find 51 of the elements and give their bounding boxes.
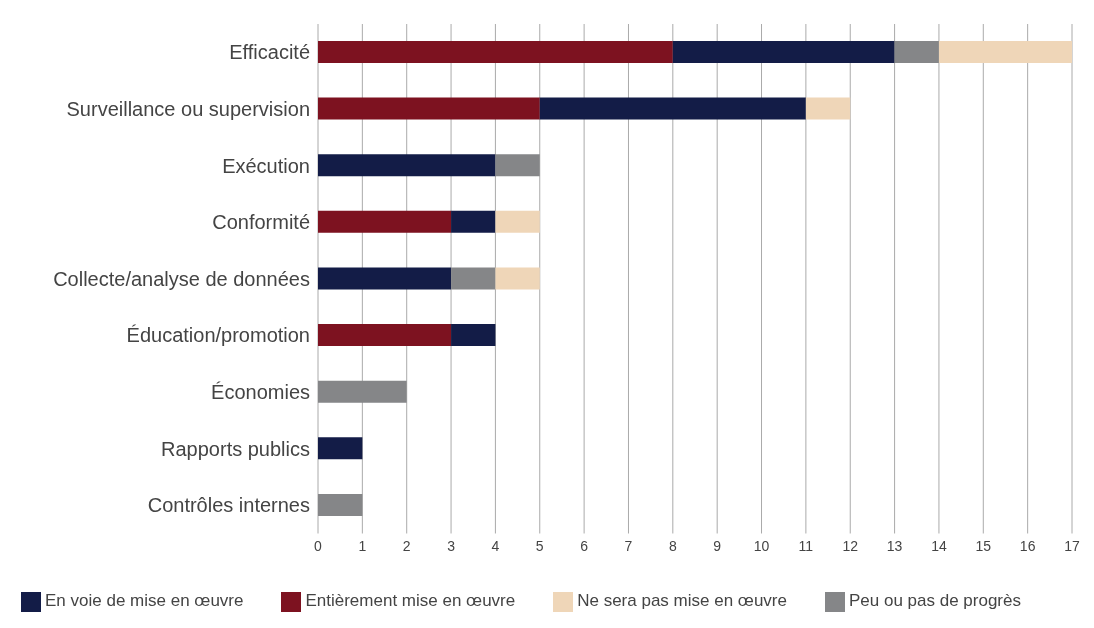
x-tick-label: 8 — [668, 538, 677, 555]
y-tick-label: Éducation/promotion — [126, 324, 310, 347]
bar — [318, 380, 407, 403]
legend-label: Ne sera pas mise en œuvre — [577, 591, 787, 611]
y-tick-label: Contrôles internes — [147, 494, 310, 517]
x-tick-label: 13 — [886, 538, 903, 555]
x-tick-label: 15 — [975, 538, 992, 555]
bar — [318, 210, 452, 233]
x-tick-label: 9 — [713, 538, 722, 555]
bar — [495, 210, 540, 233]
x-tick-label: 4 — [491, 538, 500, 555]
bar — [318, 493, 363, 516]
bar — [539, 97, 806, 120]
bar — [672, 41, 895, 63]
y-tick-label: Collecte/analyse de données — [53, 267, 310, 290]
x-tick-label: 0 — [314, 538, 323, 555]
x-tick-label: 1 — [358, 538, 367, 555]
bar — [894, 41, 939, 63]
y-tick-label: Exécution — [222, 154, 310, 177]
y-tick-label: Surveillance ou supervision — [66, 98, 310, 121]
y-tick-label: Rapports publics — [161, 437, 310, 460]
bar — [495, 267, 540, 290]
bar — [495, 154, 540, 177]
bar — [318, 97, 540, 120]
x-tick-label: 17 — [1064, 538, 1080, 555]
bar — [451, 210, 496, 233]
bar — [318, 267, 452, 290]
x-tick-label: 5 — [535, 538, 544, 555]
bar — [805, 97, 851, 120]
x-tick-label: 11 — [798, 538, 814, 555]
legend-label: Peu ou pas de progrès — [848, 591, 1021, 611]
x-tick-label: 16 — [1019, 538, 1036, 555]
bar — [318, 154, 496, 177]
bar — [451, 267, 496, 290]
x-tick-label: 14 — [931, 538, 947, 555]
y-tick-label: Économies — [211, 381, 310, 404]
bar — [318, 437, 363, 460]
x-tick-label: 2 — [402, 538, 411, 555]
x-tick-label: 12 — [842, 538, 859, 555]
legend-label: Entièrement mise en œuvre — [305, 591, 516, 611]
x-tick-label: 10 — [753, 538, 770, 555]
x-tick-label: 7 — [624, 538, 633, 555]
x-tick-label: 6 — [580, 538, 589, 555]
bar — [451, 324, 496, 347]
legend-label: En voie de mise en œuvre — [45, 591, 244, 611]
bar — [938, 41, 1072, 63]
bar — [318, 41, 673, 63]
x-tick-label: 3 — [447, 538, 456, 555]
y-tick-label: Conformité — [212, 211, 310, 234]
y-tick-label: Efficacité — [229, 41, 310, 64]
bar — [318, 324, 452, 347]
